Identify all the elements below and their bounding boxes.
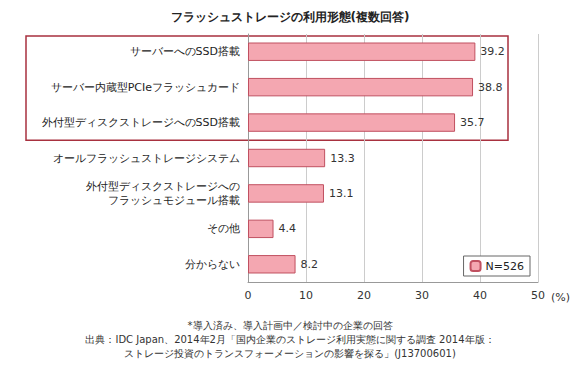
svg-text:出典：IDC Japan、2014年2月「国内企業のストレー: 出典：IDC Japan、2014年2月「国内企業のストレージ利用実態に関する調… [85,334,494,345]
svg-text:フラッシュモジュール搭載: フラッシュモジュール搭載 [108,194,240,207]
svg-text:50: 50 [531,289,545,302]
svg-text:*導入済み、導入計画中／検討中の企業の回答: *導入済み、導入計画中／検討中の企業の回答 [188,320,393,331]
svg-text:分からない: 分からない [185,258,240,271]
svg-text:4.4: 4.4 [279,222,297,235]
svg-text:その他: その他 [207,222,240,235]
svg-text:0: 0 [245,289,252,302]
svg-text:外付型ディスクストレージへの: 外付型ディスクストレージへの [86,180,240,193]
svg-text:(%): (%) [551,291,570,304]
svg-text:13.3: 13.3 [330,152,355,165]
svg-text:外付型ディスクストレージへのSSD搭載: 外付型ディスクストレージへのSSD搭載 [42,116,240,129]
svg-text:N=526: N=526 [486,260,524,273]
svg-text:20: 20 [357,289,371,302]
svg-text:ストレージ投資のトランスフォーメーションの影響を探る」(J1: ストレージ投資のトランスフォーメーションの影響を探る」(J13700601) [124,348,456,359]
svg-text:サーバー内蔵型PCIeフラッシュカード: サーバー内蔵型PCIeフラッシュカード [51,81,240,94]
svg-text:35.7: 35.7 [460,116,485,129]
svg-text:オールフラッシュストレージシステム: オールフラッシュストレージシステム [53,152,240,165]
svg-text:13.1: 13.1 [329,187,354,200]
svg-text:サーバーへのSSD搭載: サーバーへのSSD搭載 [130,45,240,58]
svg-text:フラッシュストレージの利用形態(複数回答): フラッシュストレージの利用形態(複数回答) [171,10,410,24]
svg-text:10: 10 [299,289,313,302]
svg-text:8.2: 8.2 [301,258,319,271]
svg-text:40: 40 [473,289,487,302]
svg-text:38.8: 38.8 [478,81,503,94]
svg-text:30: 30 [415,289,429,302]
svg-text:39.2: 39.2 [480,45,505,58]
